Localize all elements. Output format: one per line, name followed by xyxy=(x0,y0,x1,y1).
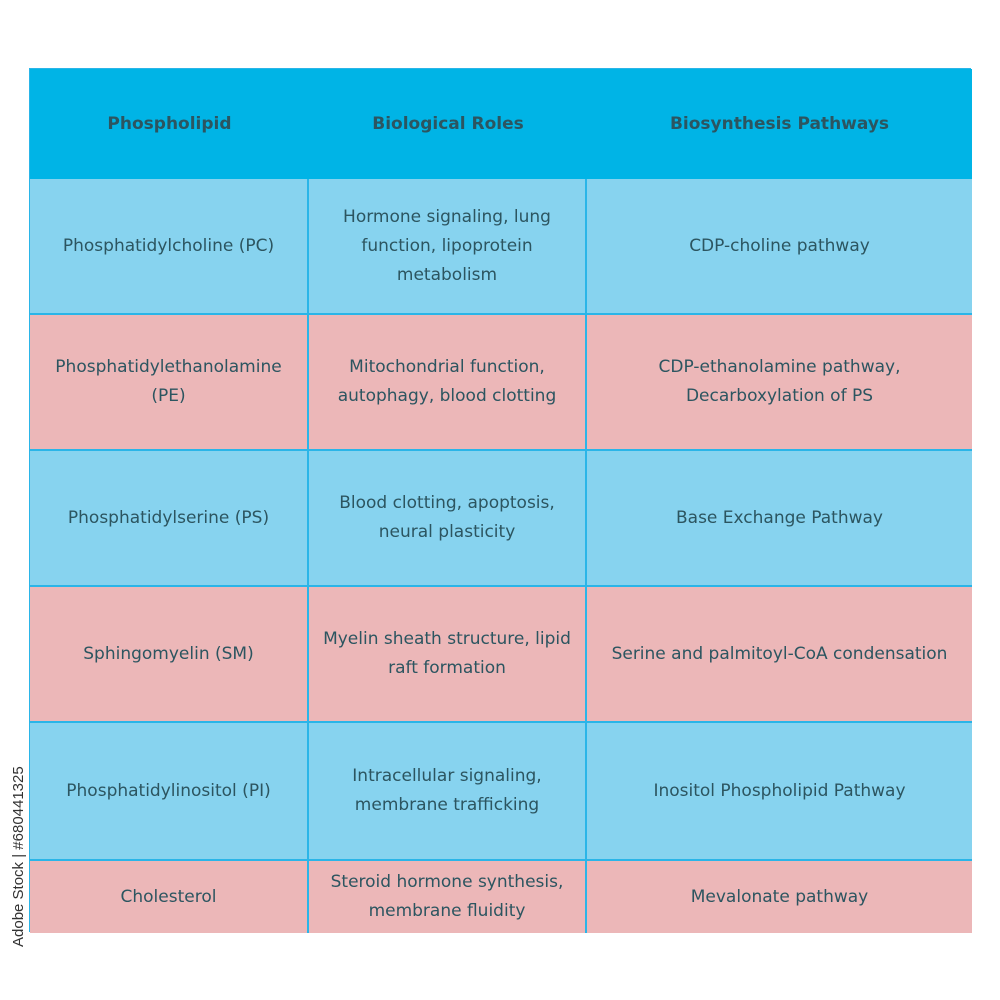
cell-biosynthesis-pathway: Inositol Phospholipid Pathway xyxy=(587,723,972,861)
phospholipid-table: Phospholipid Biological Roles Biosynthes… xyxy=(29,68,972,933)
cell-biosynthesis-pathway: CDP-ethanolamine pathway, Decarboxylatio… xyxy=(587,315,972,451)
header-biosynthesis-pathways: Biosynthesis Pathways xyxy=(587,69,972,179)
header-biological-roles: Biological Roles xyxy=(309,69,587,179)
cell-biological-roles: Myelin sheath structure, lipid raft form… xyxy=(309,587,587,723)
cell-phospholipid: Phosphatidylcholine (PC) xyxy=(30,179,309,315)
cell-phospholipid: Sphingomyelin (SM) xyxy=(30,587,309,723)
cell-biological-roles: Blood clotting, apoptosis, neural plasti… xyxy=(309,451,587,587)
cell-phospholipid: Phosphatidylinositol (PI) xyxy=(30,723,309,861)
cell-phospholipid: Cholesterol xyxy=(30,861,309,933)
cell-biological-roles: Steroid hormone synthesis, membrane flui… xyxy=(309,861,587,933)
header-phospholipid: Phospholipid xyxy=(30,69,309,179)
cell-biosynthesis-pathway: Mevalonate pathway xyxy=(587,861,972,933)
stock-id-label: Adobe Stock | #680441325 xyxy=(10,766,27,947)
cell-biological-roles: Mitochondrial function, autophagy, blood… xyxy=(309,315,587,451)
cell-biosynthesis-pathway: CDP-choline pathway xyxy=(587,179,972,315)
cell-phospholipid: Phosphatidylserine (PS) xyxy=(30,451,309,587)
cell-biological-roles: Hormone signaling, lung function, lipopr… xyxy=(309,179,587,315)
cell-biosynthesis-pathway: Serine and palmitoyl-CoA condensation xyxy=(587,587,972,723)
cell-biological-roles: Intracellular signaling, membrane traffi… xyxy=(309,723,587,861)
cell-phospholipid: Phosphatidylethanolamine (PE) xyxy=(30,315,309,451)
cell-biosynthesis-pathway: Base Exchange Pathway xyxy=(587,451,972,587)
